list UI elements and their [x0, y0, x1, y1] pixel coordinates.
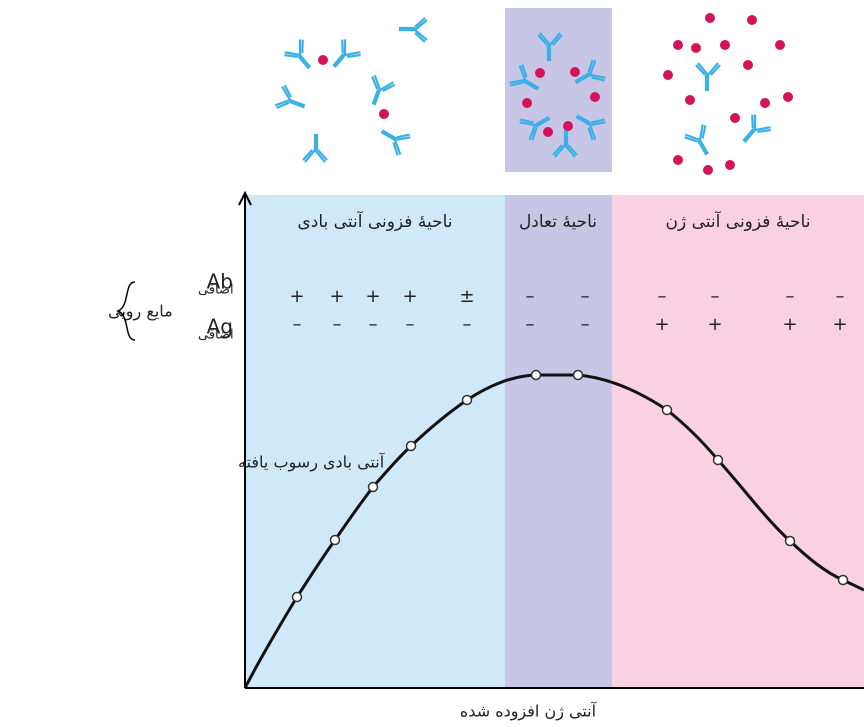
sign: – — [526, 314, 535, 335]
sign: – — [581, 286, 590, 307]
sign: + — [707, 314, 722, 335]
zone-label: ناحیهٔ تعادل — [519, 212, 597, 232]
zone-bg — [612, 195, 864, 688]
zone-bg — [245, 195, 505, 688]
sign: ± — [459, 286, 474, 307]
y-axis-label: آنتی بادی رسوب یافته — [238, 453, 386, 473]
sign: – — [463, 314, 472, 335]
sign: + — [654, 314, 669, 335]
sign: + — [782, 314, 797, 335]
sign: + — [402, 286, 417, 307]
sign: – — [333, 314, 342, 335]
sign: + — [289, 286, 304, 307]
zone-label: ناحیهٔ فزونی آنتی بادی — [297, 210, 452, 232]
sign: + — [832, 314, 847, 335]
x-axis-label: آنتی ژن افزوده شده — [460, 702, 598, 722]
sign: – — [581, 314, 590, 335]
sign: – — [293, 314, 302, 335]
row-note: اضافی — [198, 328, 234, 343]
sign: – — [658, 286, 667, 307]
sign: – — [786, 286, 795, 307]
sign: – — [406, 314, 415, 335]
zone-bg — [505, 195, 612, 688]
zone-label: ناحیهٔ فزونی آنتی ژن — [666, 210, 811, 232]
sign: – — [526, 286, 535, 307]
antibody-excess-illustration — [275, 18, 427, 162]
sign: + — [329, 286, 344, 307]
sign: + — [365, 286, 380, 307]
diagram: ناحیهٔ فزونی آنتی بادی ناحیهٔ تعادل ناحی… — [0, 0, 864, 727]
antigen-excess-illustration — [663, 13, 793, 175]
sign: – — [711, 286, 720, 307]
row-note: اضافی — [198, 283, 234, 298]
sign: – — [836, 286, 845, 307]
sign: – — [369, 314, 378, 335]
